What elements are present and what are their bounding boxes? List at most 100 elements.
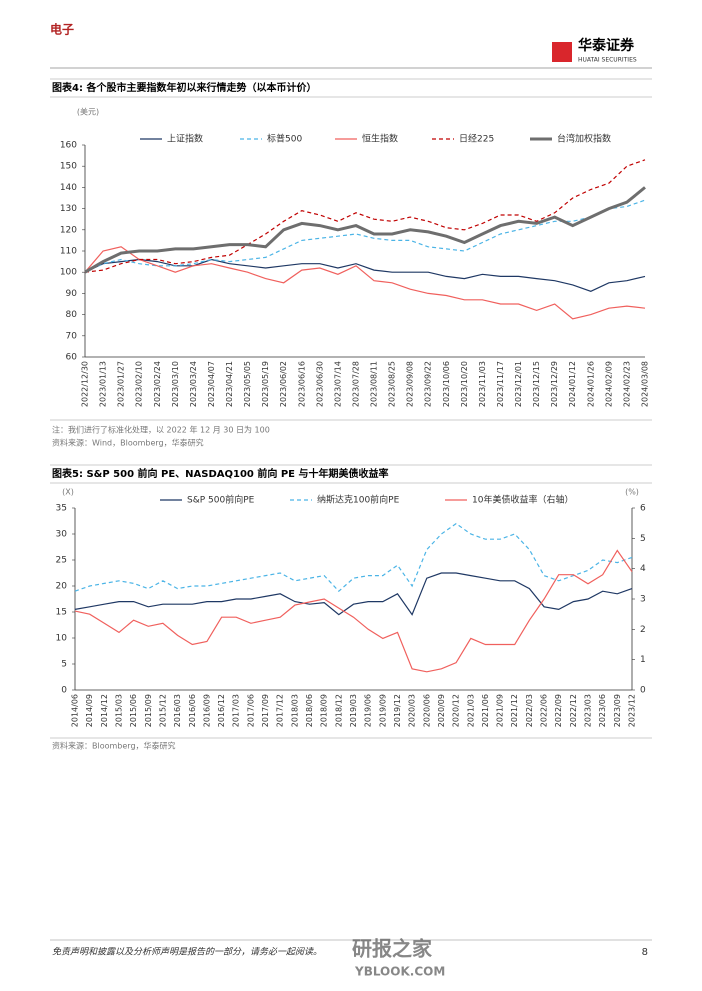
x-tick-label: 2023/04/21 (225, 361, 234, 407)
x-tick-label: 2023/06/02 (279, 361, 288, 407)
x-tick-label: 2023/01/13 (99, 361, 108, 407)
logo: 华泰证券 (578, 37, 635, 54)
x-tick-label: 2023/10/20 (460, 361, 469, 407)
x-tick-label: 2024/02/09 (604, 361, 613, 407)
x-tick-label: 2023/10/06 (442, 361, 451, 407)
series-line (84, 199, 646, 273)
x-tick-label: 2023/12/01 (514, 361, 523, 407)
x-tick-label: 2023/01/27 (117, 361, 126, 407)
page-number: 8 (642, 947, 648, 958)
x-tick-label: 2023/09/08 (406, 361, 415, 407)
x-tick-label: 2023/09/22 (424, 361, 433, 407)
x-tick-label: 2023/08/25 (388, 361, 397, 407)
y-tick-label: 20 (56, 582, 68, 592)
y-tick-label: 160 (60, 141, 77, 151)
x-tick-label: 2015/12 (158, 694, 167, 727)
y-tick-label: 35 (56, 504, 67, 514)
x-tick-label: 2016/09 (202, 694, 211, 727)
x-tick-label: 2014/09 (85, 694, 94, 727)
y-unit: (美元) (77, 107, 99, 117)
watermark-url: YBLOOK.COM (354, 965, 445, 979)
source: 资料来源：Wind，Bloomberg，华泰研究 (52, 438, 204, 448)
x-tick-label: 2019/12 (393, 694, 402, 727)
legend-label: 上证指数 (167, 133, 203, 145)
section: 电子 (50, 22, 74, 37)
y-tick-label: 10 (56, 634, 68, 644)
y-tick-label: 130 (60, 204, 77, 214)
x-tick-label: 2023/12/29 (550, 361, 559, 407)
x-tick-label: 2015/06 (129, 694, 138, 727)
y2-tick-label: 5 (640, 534, 646, 544)
x-tick-label: 2023/11/17 (496, 361, 505, 407)
x-tick-label: 2022/12/30 (81, 361, 90, 407)
x-tick-label: 2022/12 (569, 694, 578, 727)
x-tick-label: 2023/08/11 (370, 361, 379, 407)
x-tick-label: 2023/05/19 (261, 361, 270, 407)
series-line (74, 549, 633, 673)
legend-label: S&P 500前向PE (187, 494, 255, 506)
disclaimer: 免责声明和披露以及分析师声明是报告的一部分，请务必一起阅读。 (52, 947, 322, 958)
y2-unit: (%) (625, 488, 639, 497)
x-tick-label: 2017/09 (261, 694, 270, 727)
y-tick-label: 140 (60, 183, 77, 193)
y-tick-label: 150 (60, 162, 77, 172)
x-tick-label: 2023/03/24 (189, 361, 198, 407)
x-tick-label: 2018/12 (334, 694, 343, 727)
y-tick-label: 110 (60, 247, 77, 257)
y-tick-label: 0 (61, 686, 67, 696)
x-tick-label: 2021/12 (510, 694, 519, 727)
series-line (84, 159, 646, 273)
x-tick-label: 2023/06/30 (315, 361, 324, 407)
y-unit: (X) (62, 488, 74, 497)
y2-tick-label: 0 (640, 686, 646, 696)
x-tick-label: 2020/12 (452, 694, 461, 727)
figure-title: 图表4: 各个股市主要指数年初以来行情走势（以本币计价） (52, 81, 316, 94)
y-tick-label: 120 (60, 225, 77, 235)
figure-title: 图表5: S&P 500 前向 PE、NASDAQ100 前向 PE 与十年期美… (52, 467, 389, 480)
x-tick-label: 2023/07/28 (351, 361, 360, 407)
y-tick-label: 100 (60, 268, 77, 278)
x-tick-label: 2018/06 (305, 694, 314, 727)
series-line (74, 522, 633, 593)
x-tick-label: 2021/06 (481, 694, 490, 727)
note: 注：我们进行了标准化处理，以 2022 年 12 月 30 日为 100 (52, 425, 270, 435)
y2-tick-label: 4 (640, 564, 646, 574)
x-tick-label: 2024/02/23 (622, 361, 631, 407)
x-tick-label: 2023/06 (598, 694, 607, 727)
y2-tick-label: 3 (640, 595, 646, 605)
x-tick-label: 2023/06/16 (297, 361, 306, 407)
y2-tick-label: 6 (640, 504, 646, 514)
x-tick-label: 2016/03 (173, 694, 182, 727)
x-tick-label: 2024/01/12 (568, 361, 577, 407)
legend-label: 标普500 (267, 133, 302, 145)
x-tick-label: 2022/06 (540, 694, 549, 727)
x-tick-label: 2020/09 (437, 694, 446, 727)
x-tick-label: 2023/07/14 (333, 361, 342, 407)
y-tick-label: 15 (56, 608, 67, 618)
x-tick-label: 2023/12 (628, 694, 637, 727)
x-tick-label: 2023/03 (584, 694, 593, 727)
y-tick-label: 60 (66, 353, 78, 363)
x-tick-label: 2024/01/26 (586, 361, 595, 407)
x-tick-label: 2023/05/05 (243, 361, 252, 407)
x-tick-label: 2020/03 (408, 694, 417, 727)
x-tick-label: 2019/06 (364, 694, 373, 727)
x-tick-label: 2021/09 (496, 694, 505, 727)
x-tick-label: 2023/11/03 (478, 361, 487, 407)
x-tick-label: 2019/09 (378, 694, 387, 727)
y-tick-label: 90 (66, 289, 78, 299)
x-tick-label: 2022/03 (525, 694, 534, 727)
x-tick-label: 2014/06 (71, 694, 80, 727)
y2-tick-label: 2 (640, 625, 646, 635)
x-tick-label: 2019/03 (349, 694, 358, 727)
logo-icon (552, 42, 572, 62)
legend-label: 纳斯达克100前向PE (317, 494, 400, 506)
y-tick-label: 70 (66, 331, 78, 341)
logo-en: HUATAI SECURITIES (578, 57, 637, 64)
x-tick-label: 2021/03 (466, 694, 475, 727)
x-tick-label: 2023/12/15 (532, 361, 541, 407)
x-tick-label: 2017/12 (276, 694, 285, 727)
legend-label: 台湾加权指数 (557, 133, 611, 145)
legend-label: 日经225 (459, 133, 494, 145)
x-tick-label: 2015/03 (114, 694, 123, 727)
